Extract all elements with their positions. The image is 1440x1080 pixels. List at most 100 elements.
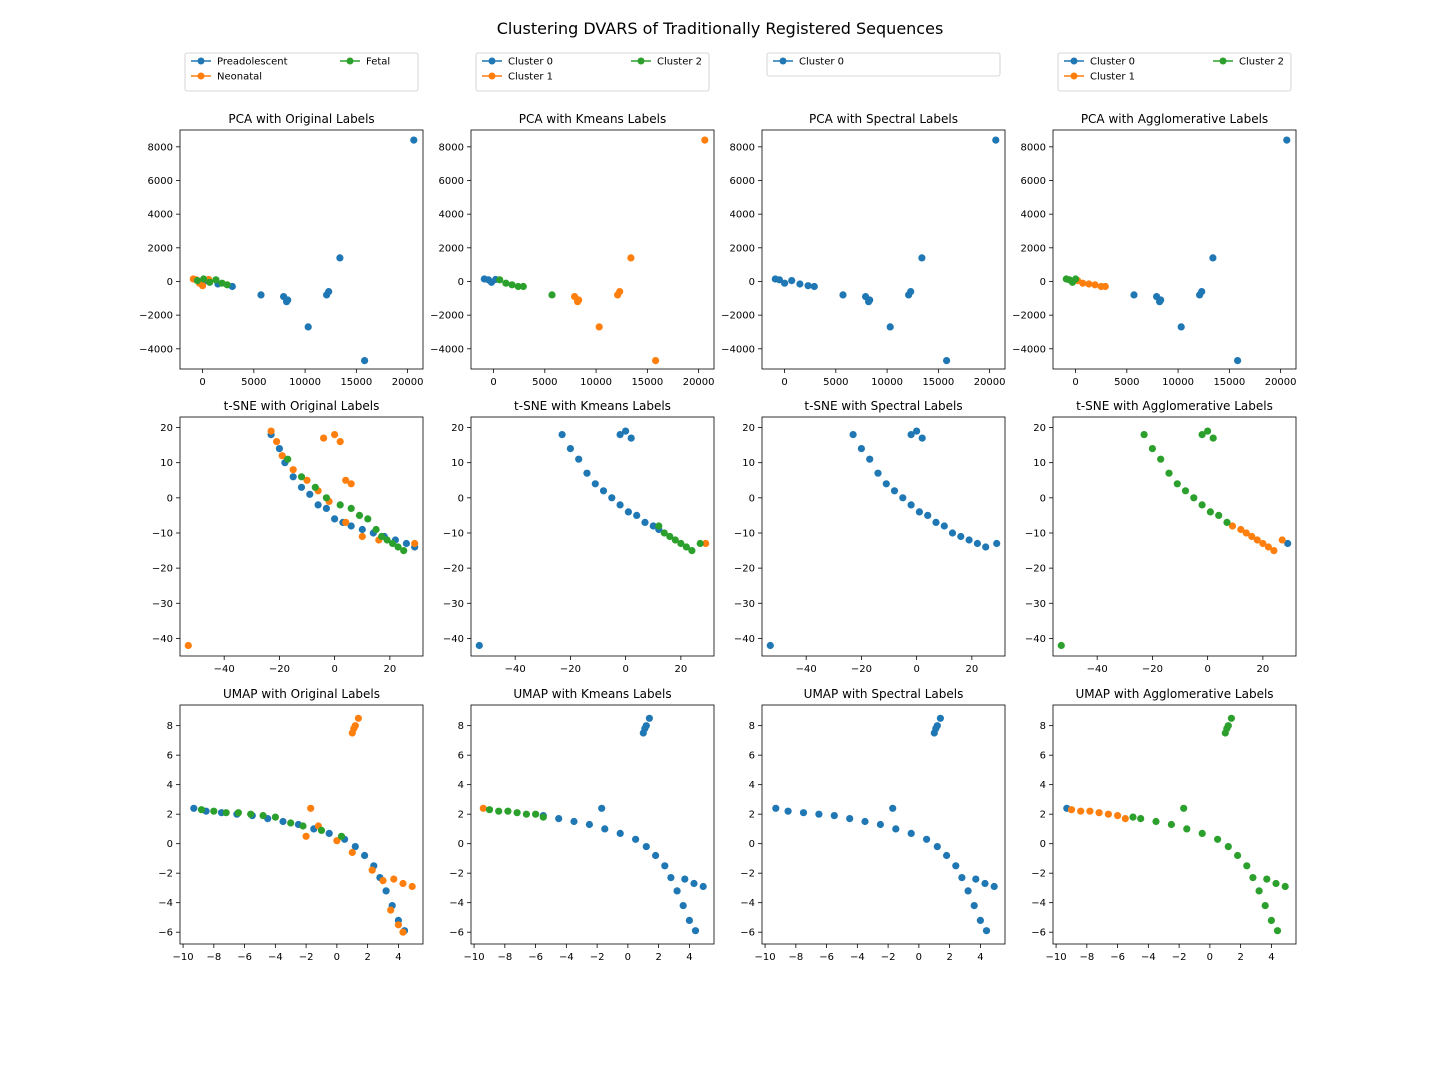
data-point [973, 539, 982, 548]
data-point [599, 487, 608, 495]
y-tick-label: −4 [449, 898, 464, 909]
data-point [943, 851, 951, 860]
scatter-points [479, 714, 707, 935]
data-point [279, 817, 287, 826]
chart-panel: UMAP with Spectral Labels −10 −8 −6 −4 −2 0 2 4 −… [740, 687, 1006, 963]
y-tick-label: 0 [167, 839, 173, 850]
x-tick-label: −20 [851, 664, 872, 675]
y-tick-label: −10 [1025, 528, 1046, 539]
data-point [889, 804, 897, 812]
data-point [907, 431, 915, 439]
data-point [696, 539, 704, 548]
x-tick-label: −40 [214, 664, 235, 675]
y-tick-label: −4000 [1012, 344, 1046, 355]
data-point [303, 476, 311, 484]
y-tick-label: 4000 [439, 210, 464, 221]
data-point [502, 279, 510, 287]
data-point [1206, 508, 1214, 516]
y-tick-label: 4 [749, 780, 755, 791]
data-point [193, 277, 201, 285]
data-point [1209, 254, 1217, 262]
y-tick-label: 4000 [730, 210, 755, 221]
data-point [347, 504, 355, 512]
data-point [633, 511, 641, 519]
data-point [358, 525, 366, 534]
y-tick-label: 6000 [1021, 176, 1046, 187]
x-tick-label: −2 [1172, 952, 1187, 963]
data-point [1214, 835, 1222, 843]
y-tick-label: 8000 [1021, 142, 1046, 153]
data-point [616, 501, 624, 509]
x-tick-label: −2 [299, 952, 314, 963]
data-point [641, 725, 649, 733]
data-point [287, 819, 295, 827]
y-tick-label: −20 [443, 564, 464, 575]
y-tick-label: −20 [1025, 564, 1046, 575]
data-point [1270, 547, 1278, 555]
data-point [302, 832, 310, 840]
x-tick-label: 0 [622, 664, 628, 675]
data-point [585, 820, 594, 829]
data-point [1281, 882, 1289, 891]
y-tick-label: −2 [740, 869, 755, 880]
y-tick-label: −40 [1025, 634, 1046, 645]
data-point [666, 532, 674, 541]
legend-label: Cluster 0 [799, 57, 844, 68]
data-point [940, 522, 948, 530]
data-point [598, 804, 606, 812]
y-tick-label: −40 [152, 634, 173, 645]
y-tick-label: 6 [749, 751, 755, 762]
panel-title: UMAP with Agglomerative Labels [1075, 687, 1273, 701]
data-point [495, 807, 503, 815]
data-point [519, 282, 527, 291]
data-point [1204, 427, 1212, 435]
x-tick-label: 0 [781, 377, 787, 388]
scatter-points [772, 714, 998, 935]
panel-title: PCA with Original Labels [228, 112, 374, 126]
data-point [874, 469, 882, 477]
data-point [882, 480, 890, 488]
panel-title: PCA with Kmeans Labels [519, 112, 667, 126]
data-point [314, 501, 322, 509]
data-point [899, 494, 907, 502]
x-tick-label: 20000 [1265, 377, 1297, 388]
legend-marker-icon [1070, 72, 1078, 80]
data-point [361, 851, 369, 860]
scatter-points [475, 427, 710, 650]
data-point [364, 515, 372, 523]
data-point [354, 714, 362, 722]
data-point [522, 810, 531, 818]
data-point [197, 806, 206, 814]
y-tick-label: 4 [458, 780, 464, 791]
data-point [957, 532, 965, 541]
data-point [788, 277, 796, 285]
y-tick-label: −2 [1031, 869, 1046, 880]
data-point [1129, 813, 1137, 821]
y-tick-label: −2000 [721, 311, 755, 322]
x-tick-label: −6 [237, 952, 252, 963]
x-tick-label: 4 [686, 952, 692, 963]
data-point [342, 518, 350, 527]
y-tick-label: 8 [1040, 721, 1046, 732]
data-point [766, 641, 774, 650]
y-tick-label: 2000 [1021, 243, 1046, 254]
data-point [1259, 539, 1267, 548]
panel-title: t-SNE with Original Labels [224, 399, 380, 413]
data-point [583, 469, 591, 477]
data-point [815, 810, 823, 818]
axes-frame [1052, 704, 1297, 945]
x-tick-label: −20 [269, 664, 290, 675]
data-point [390, 875, 398, 883]
data-point [342, 476, 350, 484]
x-tick-label: 0 [913, 664, 919, 675]
data-point [830, 812, 838, 820]
x-tick-label: 10000 [871, 377, 903, 388]
x-tick-label: 15000 [922, 377, 954, 388]
data-point [1237, 525, 1245, 534]
data-point [1130, 291, 1138, 299]
data-point [350, 725, 358, 733]
data-point [479, 804, 487, 812]
x-tick-label: 4 [1268, 952, 1274, 963]
legend-label: Fetal [366, 57, 390, 68]
